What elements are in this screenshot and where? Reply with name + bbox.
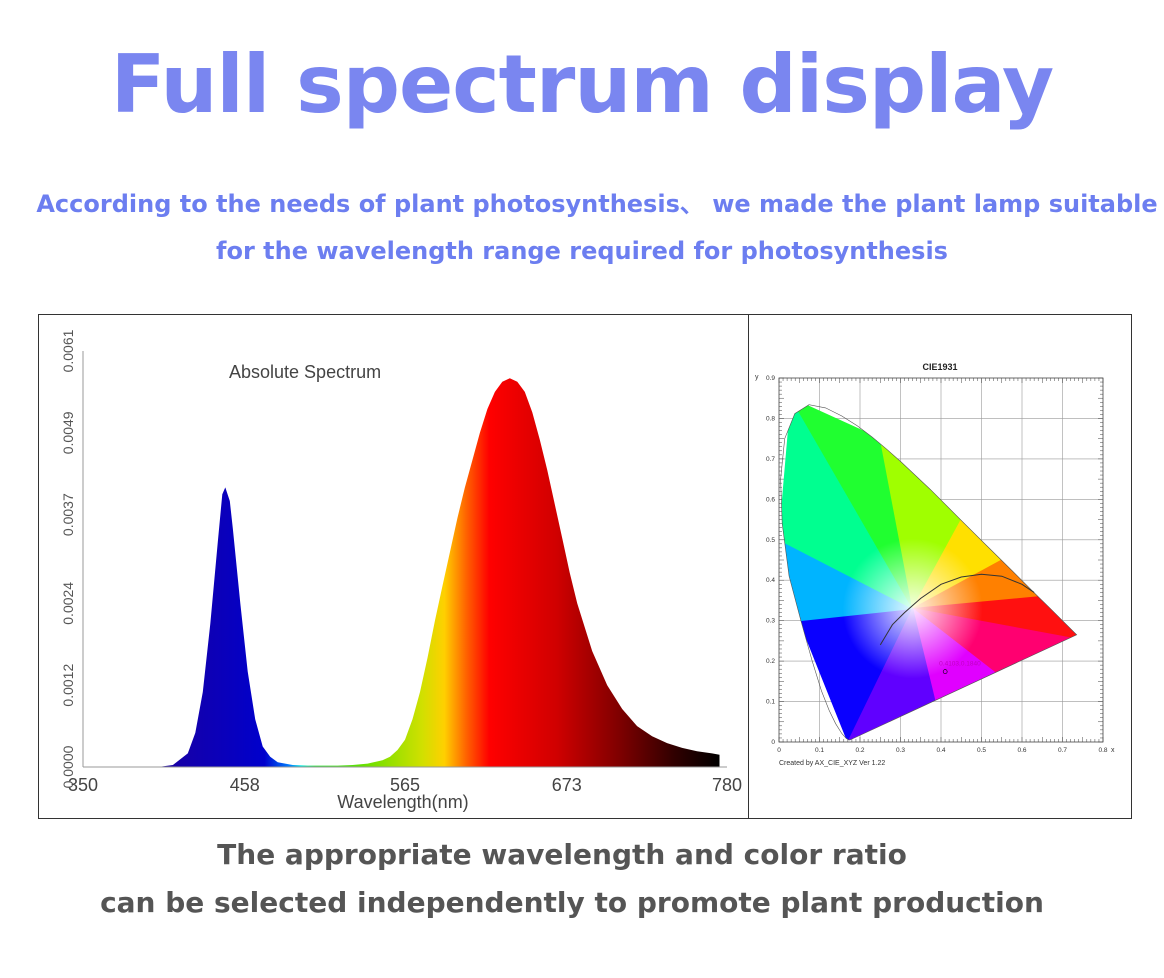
- cie-x-tick-label: 0.1: [815, 747, 824, 754]
- cie-x-axis-label: x: [1111, 747, 1115, 754]
- x-tick-label: 673: [552, 775, 582, 795]
- cie-chart: CIE1931 0 0.1 0.2 0.3 0.4 0.5 0.6 0.7 0.8 0.9 0 0.1…: [755, 362, 1115, 767]
- cie-ticks: 0 0.1 0.2 0.3 0.4 0.5 0.6 0.7 0.8 0.9 0 0.1 0.2 0.3 0.…: [766, 375, 1108, 754]
- x-tick-label: 780: [712, 775, 742, 795]
- spectrum-area-layer: [157, 378, 720, 767]
- cie-y-tick-label: 0.9: [766, 375, 775, 382]
- cie-footnote: Created by AX_CIE_XYZ Ver 1.22: [779, 760, 885, 767]
- cie-x-tick-label: 0.6: [1017, 747, 1026, 754]
- cie-white-center: [842, 538, 983, 679]
- cie-x-tick-label: 0.2: [855, 747, 864, 754]
- spectrum-chart: 0.0000 0.0012 0.0024 0.0037 0.0049 0.0061 350…: [60, 329, 742, 812]
- spectrum-area: [157, 378, 720, 767]
- cie-locus-fill: [780, 404, 1077, 740]
- cie-color-point: [942, 669, 948, 674]
- cie-locus-outline: [780, 404, 1078, 741]
- y-tick-label: 0.0024: [60, 582, 76, 625]
- cie-point-label: 0.4103,0.1840: [939, 661, 981, 668]
- spectrum-x-axis-label: Wavelength(nm): [337, 792, 468, 812]
- subtitle-line-1: According to the needs of plant photosyn…: [36, 190, 1158, 218]
- y-tick-label: 0.0000: [60, 745, 76, 788]
- y-tick-label: 0.0049: [60, 411, 76, 454]
- subtitle-line-2: for the wavelength range required for ph…: [216, 237, 948, 265]
- x-tick-label: 458: [230, 775, 260, 795]
- cie-y-tick-label: 0.8: [766, 415, 775, 422]
- y-tick-label: 0.0037: [60, 493, 76, 536]
- cie-y-tick-label: 0.2: [766, 658, 775, 665]
- spectrum-y-ticks: 0.0000 0.0012 0.0024 0.0037 0.0049 0.0061: [60, 329, 76, 788]
- cie-chart-panel: CIE1931 0 0.1 0.2 0.3 0.4 0.5 0.6 0.7 0.8 0.9 0 0.1…: [748, 314, 1132, 819]
- cie-y-tick-label: 0.1: [766, 699, 775, 706]
- planckian-locus-curve: [879, 573, 1035, 646]
- cie-y-tick-label: 0.7: [766, 456, 775, 463]
- cie-y-tick-label: 0.6: [766, 496, 775, 503]
- y-tick-label: 0.0012: [60, 664, 76, 707]
- cie-x-tick-label: 0.4: [936, 747, 945, 754]
- cie-x-tick-label: 0.3: [896, 747, 905, 754]
- x-tick-label: 565: [390, 775, 420, 795]
- page-title: Full spectrum display: [110, 38, 1054, 131]
- cie-y-tick-label: 0.4: [766, 577, 775, 584]
- cie-y-tick-label: 0.5: [766, 537, 775, 544]
- cie-chart-title: CIE1931: [922, 362, 957, 372]
- cie-x-tick-label: 0.7: [1058, 747, 1067, 754]
- cie-x-tick-label: 0: [777, 747, 781, 754]
- x-tick-label: 350: [68, 775, 98, 795]
- cie-x-tick-label: 0.8: [1098, 747, 1107, 754]
- spectrum-chart-title: Absolute Spectrum: [229, 362, 381, 382]
- spectrum-x-ticks: 350 458 565 673 780: [68, 775, 742, 795]
- caption-line-2: can be selected independently to promote…: [100, 886, 1044, 919]
- caption-line-1: The appropriate wavelength and color rat…: [217, 838, 907, 871]
- spectrum-chart-panel: 0.0000 0.0012 0.0024 0.0037 0.0049 0.0061 350…: [38, 314, 750, 819]
- cie-y-axis-label: y: [755, 374, 759, 381]
- cie-x-tick-label: 0.5: [977, 747, 986, 754]
- cie-y-tick-label: 0.3: [766, 618, 775, 625]
- cie-y-tick-label: 0: [771, 739, 775, 746]
- y-tick-label: 0.0061: [60, 329, 76, 372]
